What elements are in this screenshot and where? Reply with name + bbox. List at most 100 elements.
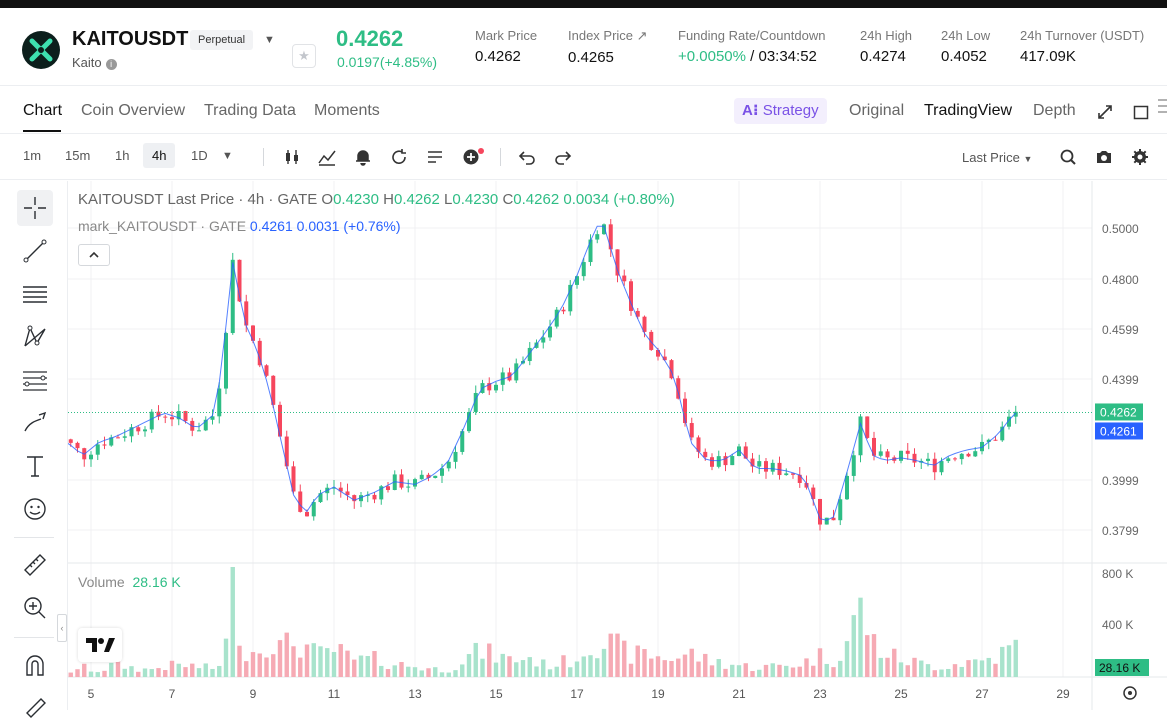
candle-body [777, 462, 782, 476]
pair-dropdown-caret-icon[interactable]: ▼ [264, 34, 275, 46]
strategy-button[interactable]: A⁝ Strategy [734, 98, 827, 124]
volume-bar [865, 635, 870, 677]
zoom-in-icon[interactable] [17, 590, 53, 626]
trend-line-icon[interactable] [17, 233, 53, 269]
timeframe-1h[interactable]: 1h [115, 148, 130, 163]
x-tick-label: 15 [489, 687, 503, 701]
tab-coin-overview[interactable]: Coin Overview [81, 102, 186, 119]
templates-icon[interactable] [426, 148, 444, 166]
volume-bar [264, 657, 269, 677]
timeframe-15m[interactable]: 15m [65, 148, 91, 163]
pattern-tool-icon[interactable] [17, 319, 53, 355]
candle-body [264, 365, 269, 376]
candle-body [865, 416, 870, 438]
replay-icon[interactable] [390, 148, 408, 166]
info-icon[interactable]: i [105, 59, 117, 70]
contract-type-badge: Perpetual [190, 30, 254, 50]
candle-body [676, 378, 681, 399]
favorite-star-icon[interactable]: ★ [292, 44, 316, 68]
ruler-icon[interactable] [17, 547, 53, 583]
undo-icon[interactable] [518, 148, 536, 166]
x-tick-label: 29 [1056, 687, 1070, 701]
volume-tick-label: 400 K [1102, 618, 1133, 632]
settings-gear-icon[interactable] [1131, 148, 1149, 166]
x-tick-label: 13 [408, 687, 422, 701]
mark-price-line [50, 225, 1017, 521]
candle-body [311, 502, 316, 517]
candle-body [305, 511, 309, 517]
candle-body [487, 383, 492, 391]
kaito-logo-icon [22, 31, 60, 69]
timeframe-1d[interactable]: 1D [191, 148, 208, 163]
volume-bar [615, 633, 620, 677]
horizontal-lines-icon[interactable] [17, 276, 53, 312]
tradingview-logo-icon[interactable] [78, 628, 122, 662]
volume-bar [88, 671, 94, 677]
volume-bar [183, 667, 188, 677]
timeframe-dropdown-icon[interactable]: ▼ [222, 150, 233, 162]
crosshair-icon[interactable] [17, 190, 53, 226]
brush-icon[interactable] [17, 405, 53, 441]
candle-body [791, 473, 795, 475]
chart-area[interactable]: 0.5000 0.4800 0.4599 0.4399 0.3999 0.3799 800 … [48, 181, 1167, 710]
tab-trading-data[interactable]: Trading Data [204, 102, 296, 119]
volume-bar [554, 666, 559, 677]
candle-body [851, 455, 856, 476]
candle-body [156, 411, 161, 417]
axis-settings-icon [1123, 686, 1137, 700]
candle-body [615, 249, 620, 276]
candle-body [905, 450, 910, 454]
alert-icon[interactable] [354, 148, 372, 166]
tab-original[interactable]: Original [849, 102, 905, 119]
candle-body [926, 458, 930, 461]
volume-bar [831, 667, 836, 677]
volume-bar [574, 661, 580, 677]
volume-bar [885, 657, 890, 677]
volume-bar [453, 670, 458, 677]
camera-icon[interactable] [1095, 148, 1113, 166]
candle-body [446, 461, 451, 469]
candle-body [980, 441, 984, 452]
redo-icon[interactable] [554, 148, 572, 166]
indicators-icon[interactable] [318, 148, 336, 166]
timeframe-4h[interactable]: 4h [143, 143, 176, 168]
volume-bar [514, 662, 519, 677]
tab-chart[interactable]: Chart [23, 102, 63, 119]
price-type-select[interactable]: Last Price ▼ [962, 150, 1033, 165]
timeframe-1m[interactable]: 1m [23, 148, 42, 163]
candlestick-chart[interactable]: 0.5000 0.4800 0.4599 0.4399 0.3999 0.3799 800 … [48, 181, 1167, 710]
stat-index-price[interactable]: Index Price ↗ 0.4265 [568, 28, 648, 66]
window-icon[interactable] [1133, 104, 1149, 120]
tab-moments[interactable]: Moments [314, 102, 380, 119]
volume-bar [952, 664, 958, 677]
text-tool-icon[interactable] [17, 448, 53, 484]
candle-body [203, 419, 208, 431]
candle-body [595, 234, 600, 240]
volume-bar [669, 660, 674, 677]
candle-body [116, 437, 120, 439]
pencil-lock-icon[interactable] [17, 687, 53, 723]
magnet-icon[interactable] [17, 647, 53, 683]
collapse-legend-button[interactable] [78, 244, 110, 266]
tab-depth[interactable]: Depth [1033, 102, 1076, 119]
expand-icon[interactable] [1097, 104, 1113, 120]
pair-name[interactable]: KAITOUSDT [72, 28, 189, 50]
emoji-icon[interactable] [17, 491, 53, 527]
add-indicator-icon[interactable] [462, 148, 484, 166]
volume-bar [338, 644, 343, 677]
candle-body [338, 487, 343, 492]
volume-bar [439, 672, 445, 677]
x-tick-label: 5 [88, 687, 95, 701]
x-tick-label: 19 [651, 687, 665, 701]
candle-body [784, 473, 789, 476]
candle-body [757, 461, 762, 467]
search-icon[interactable] [1059, 148, 1077, 166]
hide-sidebar-button[interactable]: ‹ [57, 614, 67, 642]
tab-tradingview[interactable]: TradingView [924, 102, 1013, 119]
candle-body [973, 451, 978, 457]
more-icon[interactable] [1157, 98, 1167, 114]
candle-type-icon[interactable] [283, 148, 301, 166]
fib-retracement-icon[interactable] [17, 362, 53, 398]
candle-body [899, 450, 903, 461]
volume-bar [487, 643, 492, 677]
